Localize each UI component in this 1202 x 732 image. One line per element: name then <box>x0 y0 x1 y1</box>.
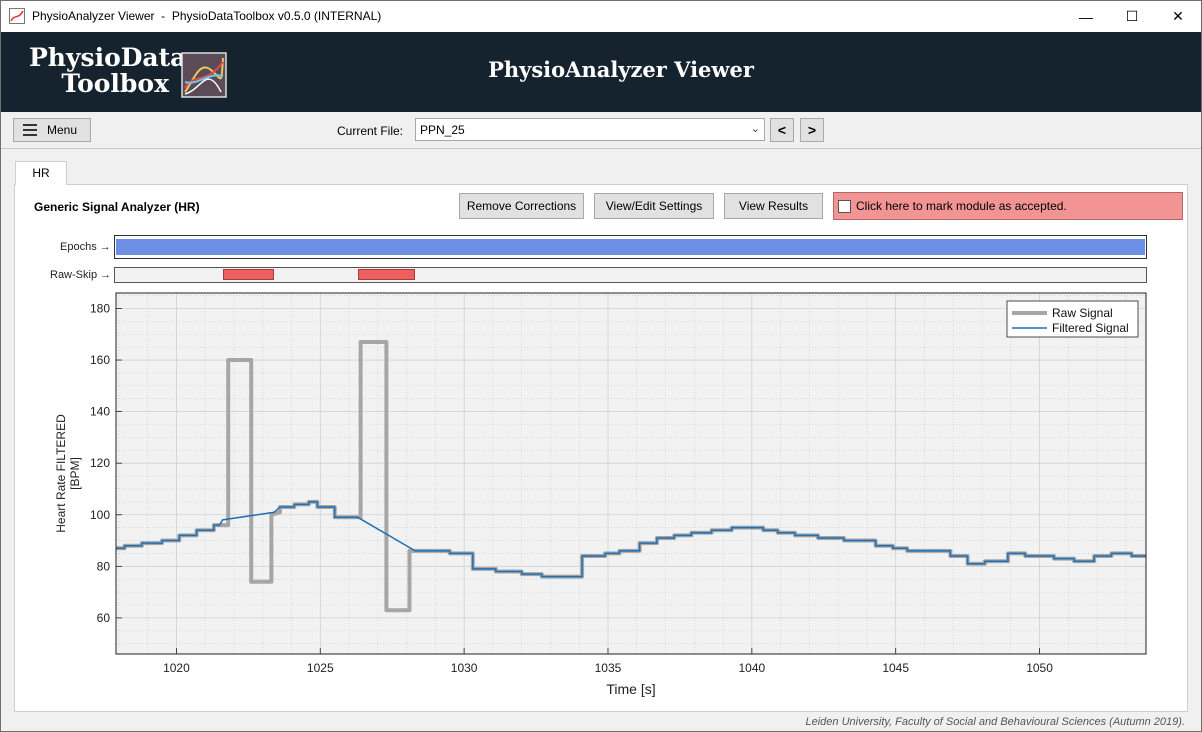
tab-hr[interactable]: HR <box>15 161 67 185</box>
rawskip-track-label: Raw-Skip → <box>50 269 112 281</box>
footer-credit: Leiden University, Faculty of Social and… <box>805 716 1186 728</box>
y-tick-label: 80 <box>97 559 111 573</box>
toolbox-logo-text: PhysioData Toolbox <box>29 43 187 98</box>
plot-area[interactable] <box>116 293 1146 654</box>
view-results-button[interactable]: View Results <box>724 193 823 219</box>
y-axis-label-line-2: [BPM] <box>68 457 82 490</box>
legend-entry: Filtered Signal <box>1052 321 1129 335</box>
header-banner: PhysioData Toolbox PhysioAnalyzer Viewer <box>1 32 1201 112</box>
hamburger-icon <box>23 124 37 136</box>
y-tick-label: 180 <box>90 301 110 315</box>
logo-line-1: PhysioData <box>29 43 187 72</box>
accept-checkbox[interactable] <box>838 199 851 213</box>
current-file-value: PPN_25 <box>420 123 465 137</box>
y-tick-label: 60 <box>97 611 111 625</box>
remove-corrections-button[interactable]: Remove Corrections <box>459 193 584 219</box>
x-tick-label: 1050 <box>1026 661 1053 675</box>
y-tick-label: 100 <box>90 508 110 522</box>
y-axis-label-line-1: Heart Rate FILTERED <box>54 414 68 533</box>
raw-skip-segment-1[interactable] <box>222 269 275 280</box>
y-tick-label: 140 <box>90 405 110 419</box>
epoch-bar[interactable] <box>116 239 1145 255</box>
heart-rate-chart[interactable]: 1020 1025 1030 1035 1040 1045 1050 60 80 100 120 14… <box>15 185 1189 713</box>
close-button[interactable]: ✕ <box>1172 8 1184 24</box>
chevron-down-icon: ⌄ <box>750 123 760 135</box>
x-tick-label: 1025 <box>307 661 334 675</box>
x-tick-label: 1035 <box>595 661 622 675</box>
menu-button[interactable]: Menu <box>13 118 91 142</box>
y-tick-label: 120 <box>90 456 110 470</box>
epochs-track[interactable] <box>114 235 1147 259</box>
current-file-select[interactable]: PPN_25 ⌄ <box>415 118 765 141</box>
epochs-track-label: Epochs → <box>60 241 111 253</box>
accept-module-toggle[interactable]: Click here to mark module as accepted. <box>833 192 1183 220</box>
toolbox-logo-icon <box>181 52 227 98</box>
previous-file-button[interactable]: < <box>770 118 794 142</box>
x-tick-label: 1040 <box>738 661 765 675</box>
menu-button-label: Menu <box>47 123 78 137</box>
filtered-signal-line[interactable] <box>116 501 1146 578</box>
logo-line-2: Toolbox <box>61 69 169 98</box>
x-axis-label: Time [s] <box>606 681 655 697</box>
next-file-button[interactable]: > <box>800 118 824 142</box>
x-tick-label: 1045 <box>882 661 909 675</box>
maximize-button[interactable]: ☐ <box>1125 8 1139 24</box>
minimize-button[interactable]: — <box>1079 8 1093 25</box>
title-bar: PhysioAnalyzer Viewer - PhysioDataToolbo… <box>1 1 1201 32</box>
raw-skip-segment-2[interactable] <box>357 269 416 280</box>
module-panel: Generic Signal Analyzer (HR) Remove Corr… <box>14 184 1188 712</box>
rawskip-track[interactable] <box>114 267 1147 283</box>
y-tick-label: 160 <box>90 353 110 367</box>
legend-entry: Raw Signal <box>1052 306 1113 320</box>
app-title: PhysioAnalyzer Viewer <box>488 57 754 82</box>
x-tick-label: 1020 <box>163 661 190 675</box>
panel-title: Generic Signal Analyzer (HR) <box>34 200 200 214</box>
x-tick-label: 1030 <box>451 661 478 675</box>
legend-box <box>1006 300 1139 338</box>
accept-label: Click here to mark module as accepted. <box>856 199 1067 213</box>
plot-frame <box>115 292 1147 655</box>
current-file-label: Current File: <box>337 124 404 138</box>
window-title: PhysioAnalyzer Viewer - PhysioDataToolbo… <box>32 9 382 23</box>
view-edit-settings-button[interactable]: View/Edit Settings <box>594 193 714 219</box>
toolbar: Menu Current File: PPN_25 ⌄ < > <box>1 112 1201 149</box>
y-axis-label: Heart Rate FILTERED[BPM] <box>54 414 82 533</box>
app-logo-icon <box>9 8 25 24</box>
